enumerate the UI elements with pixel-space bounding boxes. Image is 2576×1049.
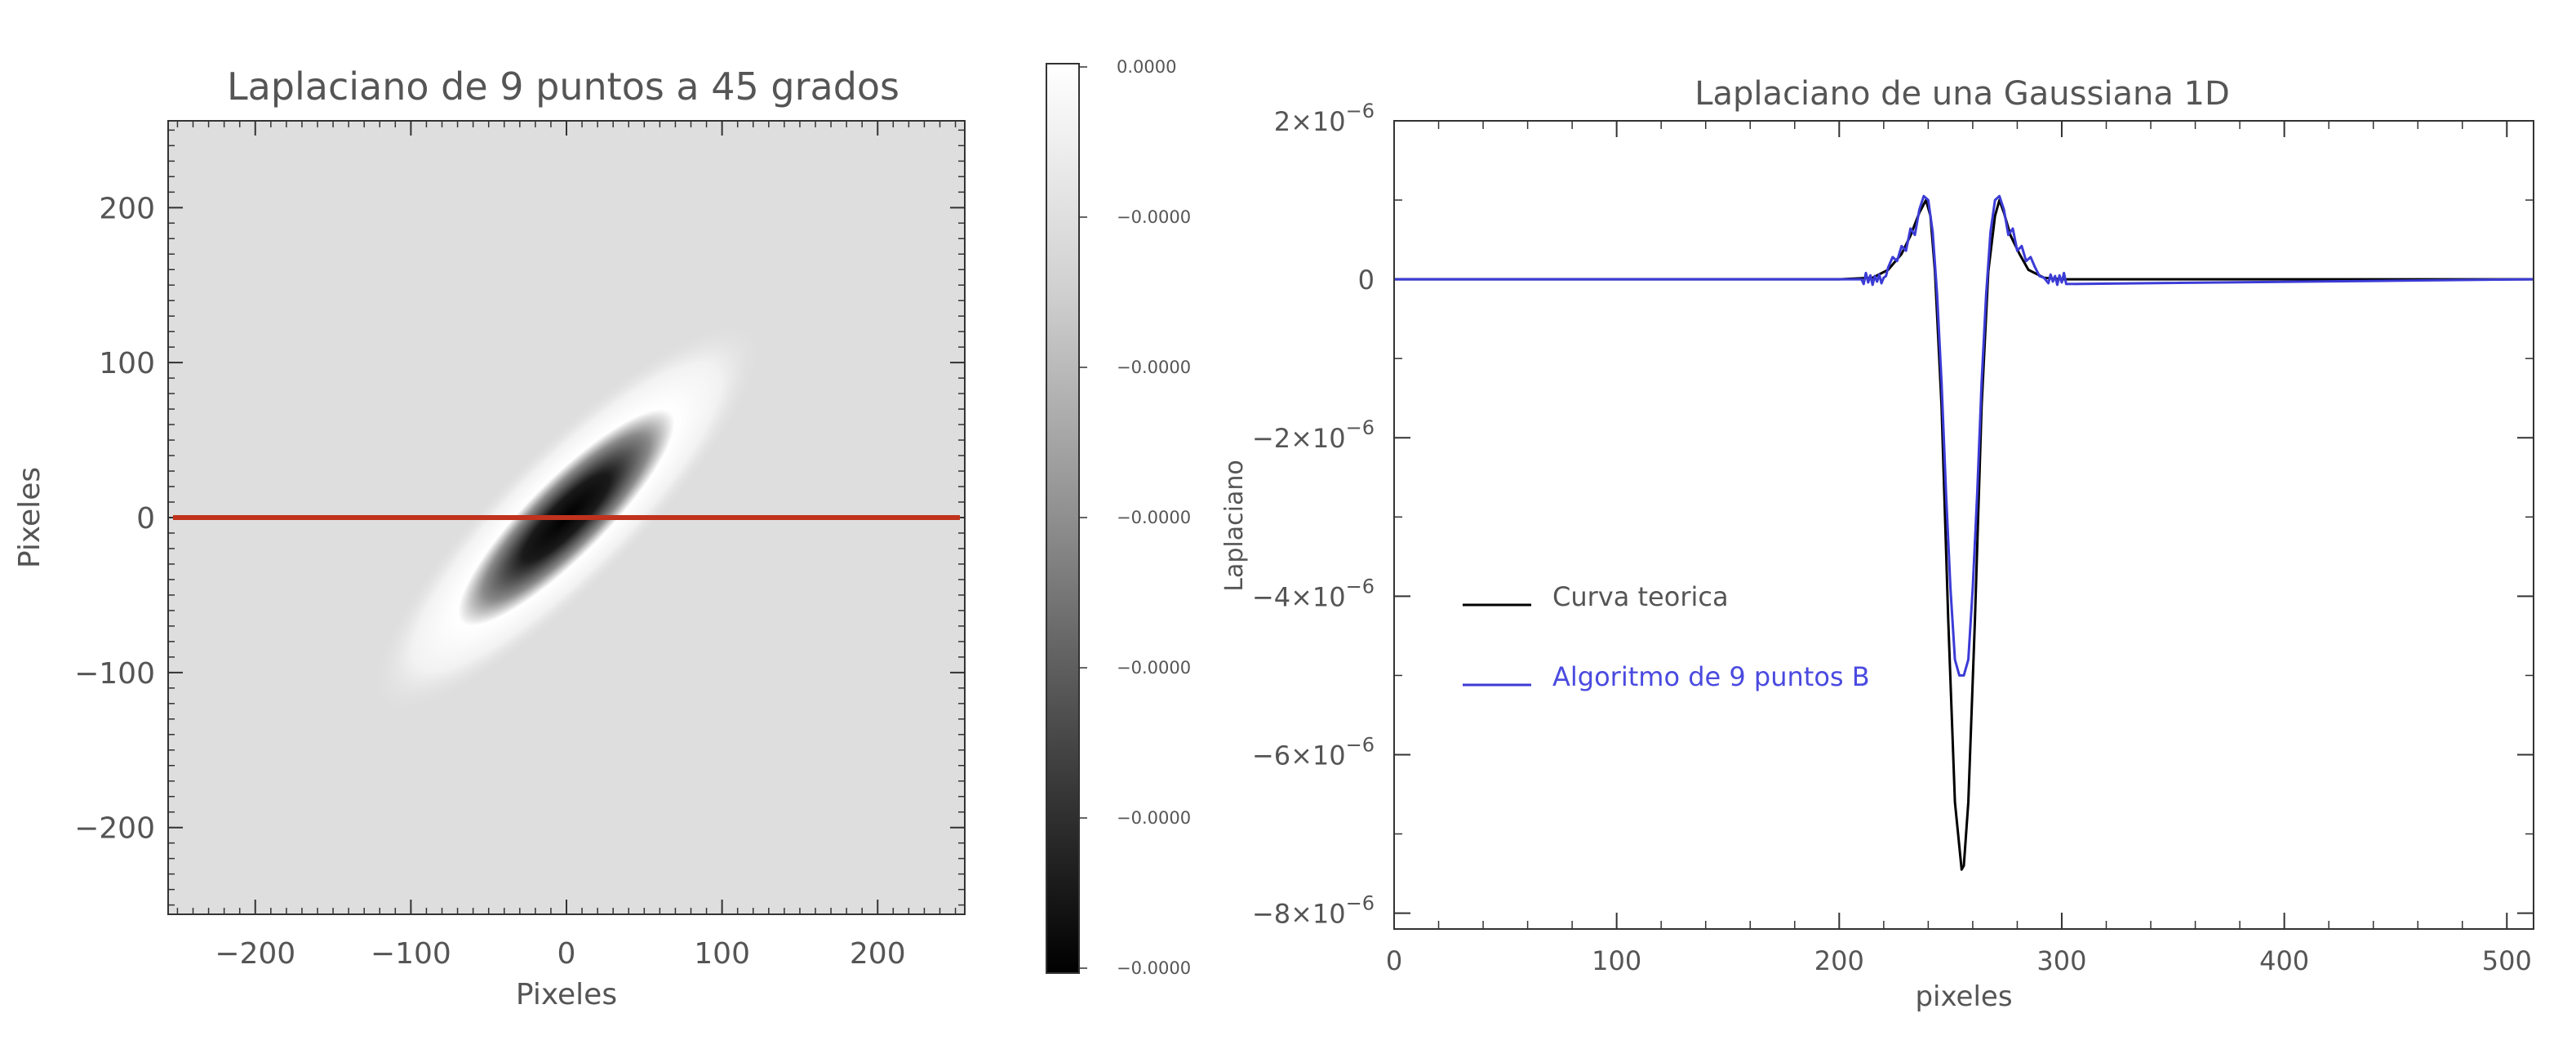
heatmap-x-tick-label: −200	[215, 937, 295, 971]
heatmap-x-ticks: −200 −100 0 100 200	[176, 121, 957, 971]
line-x-tick-label: 100	[1592, 945, 1641, 976]
heatmap-panel: Laplaciano de 9 puntos a 45 grados −200−…	[13, 64, 966, 1011]
heatmap-x-tick-label: 100	[694, 937, 750, 971]
legend-label-algoritmo: Algoritmo de 9 puntos B	[1552, 661, 1870, 692]
heatmap-frame	[167, 120, 966, 915]
line-y-tick-label: −2×10−6	[1252, 416, 1375, 454]
colorbar-label: −0.0000	[1117, 808, 1191, 828]
heatmap-y-ticks: 200 100 0 −100 −200	[74, 129, 965, 906]
line-y-label: Laplaciano	[1220, 460, 1249, 591]
line-x-tick-label: 500	[2482, 945, 2532, 976]
legend-label-teorica: Curva teorica	[1552, 581, 1729, 612]
colorbar-label: −0.0000	[1117, 658, 1191, 678]
colorbar-labels: 0.0000 −0.0000 −0.0000 −0.0000 −0.0000 −0.000…	[1079, 57, 1191, 978]
line-y-tick-label: 2×10−6	[1274, 100, 1375, 137]
heatmap-title: Laplaciano de 9 puntos a 45 grados	[227, 64, 899, 109]
heatmap-y-tick-label: −100	[74, 657, 155, 691]
heatmap-x-tick-label: 200	[850, 937, 906, 971]
line-panel: Laplaciano de una Gaussiana 1D 0 100 200 30…	[1220, 75, 2534, 1013]
heatmap-y-tick-label: −200	[74, 812, 155, 846]
line-x-tick-label: 0	[1386, 945, 1402, 976]
heatmap-y-tick-label: 0	[136, 502, 155, 536]
heatmap-y-label: Pixeles	[13, 467, 47, 568]
line-x-tick-label: 200	[1814, 945, 1864, 976]
line-x-tick-label: 400	[2259, 945, 2309, 976]
colorbar-gradient	[1046, 63, 1080, 974]
colorbar-label: −0.0000	[1117, 508, 1191, 527]
heatmap-x-tick-label: −100	[371, 937, 451, 971]
line-y-tick-label: −6×10−6	[1252, 733, 1375, 771]
heatmap-x-tick-label: 0	[557, 937, 576, 971]
line-plot-area	[1394, 121, 2534, 929]
line-y-ticks: 2×10−6 0 −2×10−6 −4×10−6 −6×10−6 −8×10−6	[1252, 100, 2534, 930]
colorbar-label: −0.0000	[1117, 207, 1191, 227]
series-algoritmo-9-puntos	[1394, 194, 2534, 677]
legend: Curva teorica Algoritmo de 9 puntos B	[1463, 581, 1870, 692]
line-series	[1394, 194, 2534, 871]
colorbar: 0.0000 −0.0000 −0.0000 −0.0000 −0.0000 −0.000…	[1046, 57, 1191, 978]
line-x-label: pixeles	[1915, 980, 2012, 1013]
heatmap-x-label: Pixeles	[516, 978, 617, 1011]
colorbar-label: −0.0000	[1117, 358, 1191, 377]
line-y-tick-label: −8×10−6	[1252, 892, 1375, 930]
line-y-tick-label: 0	[1358, 264, 1375, 296]
line-frame	[1393, 120, 2534, 930]
line-x-ticks: 0 100 200 300 400 500	[1386, 121, 2532, 976]
heatmap-y-tick-label: 100	[99, 347, 155, 380]
line-x-tick-label: 300	[2036, 945, 2086, 976]
line-title: Laplaciano de una Gaussiana 1D	[1694, 75, 2230, 113]
colorbar-label: 0.0000	[1117, 57, 1176, 77]
heatmap-y-tick-label: 200	[99, 192, 155, 225]
colorbar-label: −0.0000	[1117, 958, 1191, 978]
line-y-tick-label: −4×10−6	[1252, 575, 1375, 612]
